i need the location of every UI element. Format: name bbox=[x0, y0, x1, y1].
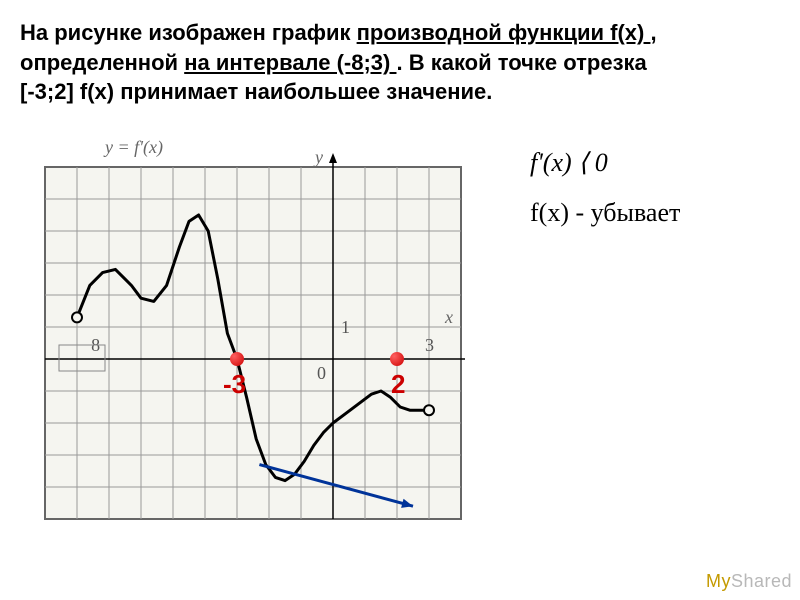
y-axis-label: y bbox=[315, 147, 323, 168]
formula-line-2: f(x) - убывает bbox=[530, 192, 680, 234]
watermark-part2: Shared bbox=[731, 571, 792, 591]
formula-block: f'(x) ⟨ 0 f(x) - убывает bbox=[530, 142, 680, 241]
formula-text: - убывает bbox=[569, 198, 680, 227]
problem-statement: На рисунке изображен график производной … bbox=[0, 0, 800, 117]
formula-text: f'(x) ⟨ 0 bbox=[530, 148, 608, 177]
marker-label-a: -3 bbox=[223, 369, 246, 400]
text-part: [-3;2] f(x) принимает наибольшее значени… bbox=[20, 79, 492, 104]
text-part: На рисунке изображен график bbox=[20, 20, 357, 45]
marker-label-b: 2 bbox=[391, 369, 405, 400]
svg-text:3: 3 bbox=[425, 335, 434, 355]
function-label: y = f'(x) bbox=[105, 137, 163, 158]
x-axis-label: x bbox=[445, 307, 453, 328]
content-area: −8103 y = f'(x) y x -3 2 f'(x) ⟨ 0 f(x) … bbox=[0, 117, 800, 577]
formula-text: f(x) bbox=[530, 198, 569, 227]
text-part: определенной bbox=[20, 50, 184, 75]
text-underline: на интервале (-8;3) bbox=[184, 50, 396, 75]
chart-container: −8103 y = f'(x) y x -3 2 bbox=[25, 127, 465, 522]
marker-dot-b bbox=[390, 352, 404, 366]
text-part: . В какой точке отрезка bbox=[396, 50, 646, 75]
marker-dot-a bbox=[230, 352, 244, 366]
watermark: MyShared bbox=[706, 571, 792, 592]
text-part: , bbox=[650, 20, 656, 45]
chart-svg: −8103 bbox=[25, 127, 465, 522]
watermark-part1: My bbox=[706, 571, 731, 591]
svg-text:0: 0 bbox=[317, 363, 326, 383]
text-underline: производной функции f(x) bbox=[357, 20, 651, 45]
svg-text:1: 1 bbox=[341, 317, 350, 337]
formula-line-1: f'(x) ⟨ 0 bbox=[530, 142, 680, 184]
